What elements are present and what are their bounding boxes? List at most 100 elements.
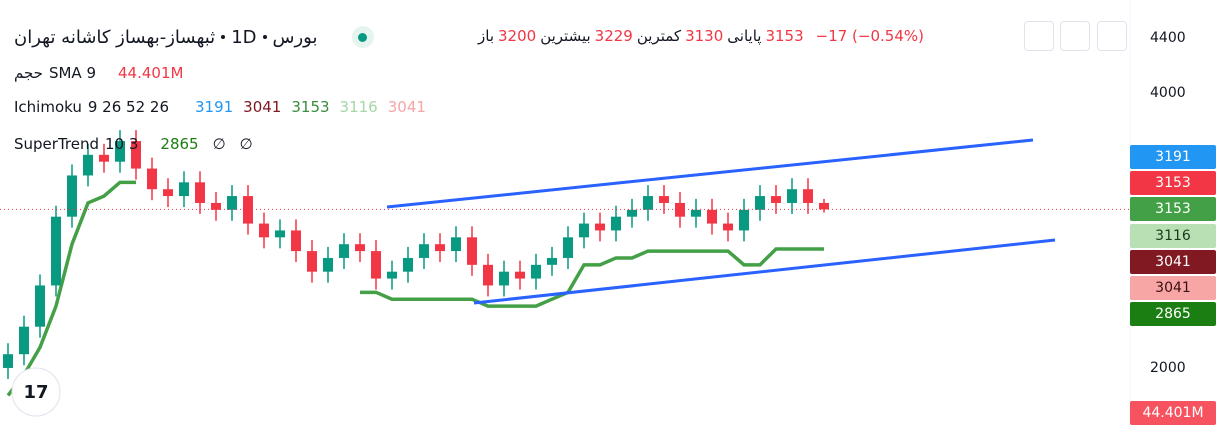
candle-body	[83, 154, 93, 176]
candle-body	[595, 223, 605, 231]
candle-body	[563, 237, 573, 258]
candle-body	[275, 230, 285, 238]
candle-body	[723, 223, 733, 231]
title-row: ثبهساز-بهساز کاشانه تهران 1D بورس	[14, 26, 374, 48]
indicator-value: 44.401M	[118, 64, 184, 82]
candle-body	[483, 264, 493, 286]
price-label: 3041	[1130, 276, 1216, 300]
price-label: 3153	[1130, 171, 1216, 196]
y-tick-label: 2000	[1150, 359, 1186, 376]
ichimoku-row: Ichimoku 9 26 52 26 3191 3041 3153 3116 3041	[14, 98, 430, 116]
candle-body	[659, 196, 669, 203]
volume-row: حجم SMA 9 44.401M	[14, 64, 183, 82]
candle-body	[163, 189, 173, 197]
candle-body	[339, 244, 349, 258]
candle-body	[515, 271, 525, 279]
candle-body	[35, 285, 45, 327]
candle-body	[419, 244, 429, 258]
candle-body	[755, 196, 765, 210]
close-label: پایانی	[727, 27, 762, 45]
candle-body	[355, 244, 365, 252]
candle-body	[435, 244, 445, 252]
candle-body	[19, 326, 29, 355]
indicator-value: 3041	[243, 98, 282, 116]
candle-body	[51, 216, 61, 286]
y-tick-label: 4400	[1150, 29, 1186, 46]
exchange: بورس	[272, 26, 318, 48]
indicator-symbol: ∅	[239, 135, 253, 153]
candle-body	[403, 257, 413, 272]
candle-body	[643, 196, 653, 210]
market-status	[351, 26, 374, 48]
candle-body	[371, 251, 381, 279]
indicator-name: SuperTrend	[14, 135, 99, 153]
button-collapse[interactable]	[1060, 21, 1090, 51]
candle-body	[819, 202, 829, 210]
candle-body	[307, 251, 317, 272]
volume-label: 44.401M	[1130, 401, 1216, 425]
indicator-params: 10 3	[105, 135, 139, 153]
price-label: 3153	[1130, 197, 1216, 222]
button-settings[interactable]	[1097, 21, 1127, 51]
candle-body	[611, 216, 621, 231]
candle-body	[771, 196, 781, 203]
low-value: 3130	[685, 27, 724, 45]
price-label: 2865	[1130, 302, 1216, 327]
candle-body	[291, 230, 301, 252]
candle-body	[627, 209, 637, 217]
interval: 1D	[231, 26, 257, 48]
channel-upper	[386, 138, 1034, 209]
supertrend-line	[6, 180, 824, 397]
indicator-name: حجم	[14, 64, 43, 82]
open-label: باز	[478, 27, 494, 45]
candle-body	[67, 175, 77, 217]
indicator-value: 3153	[291, 98, 330, 116]
high-value: 3229	[594, 27, 633, 45]
candle-body	[547, 257, 557, 265]
ohlc-row: باز 3200 بیشترین 3229 کمترین 3130 پایانی…	[478, 27, 924, 45]
high-label: بیشترین	[540, 27, 591, 45]
candle-body	[531, 264, 541, 279]
candle-body	[323, 257, 333, 272]
candle-body	[387, 271, 397, 279]
y-tick-label: 4000	[1150, 84, 1186, 101]
price-label: 3116	[1130, 223, 1216, 248]
low-label: کمترین	[636, 27, 682, 45]
candle-body	[147, 168, 157, 190]
button-down[interactable]	[1024, 21, 1054, 51]
candle-body	[211, 202, 221, 210]
separator-dot	[221, 35, 226, 39]
candle-body	[803, 189, 813, 203]
indicator-name: Ichimoku	[14, 98, 82, 116]
candle-body	[451, 237, 461, 252]
candle-body	[707, 209, 717, 224]
indicator-value: 2865	[160, 135, 199, 153]
indicator-value: 3041	[387, 98, 426, 116]
open-value: 3200	[498, 27, 537, 45]
price-label: 3191	[1130, 145, 1216, 169]
symbol-name: ثبهساز-بهساز کاشانه تهران	[14, 26, 216, 48]
change-value: −17 (−0.54%)	[815, 27, 924, 45]
indicator-params: SMA 9	[48, 64, 96, 82]
candle-body	[739, 209, 749, 231]
candle-body	[787, 189, 797, 203]
channel-lower	[473, 238, 1056, 305]
candle-body	[467, 237, 477, 265]
candle-body	[691, 209, 701, 217]
indicator-params: 9 26 52 26	[87, 98, 169, 116]
close-value: 3153	[765, 27, 804, 45]
candle-body	[227, 196, 237, 210]
indicator-symbol: ∅	[212, 135, 226, 153]
candle-body	[499, 271, 509, 286]
candle-body	[579, 223, 589, 238]
indicator-value: 3116	[339, 98, 378, 116]
candle-body	[179, 182, 189, 197]
indicator-value: 3191	[194, 98, 234, 116]
candle-body	[259, 223, 269, 238]
candle-body	[131, 141, 141, 169]
svg-text:17: 17	[23, 382, 48, 403]
candle-body	[3, 354, 13, 368]
separator-dot	[262, 35, 267, 39]
candle-body	[99, 154, 109, 162]
